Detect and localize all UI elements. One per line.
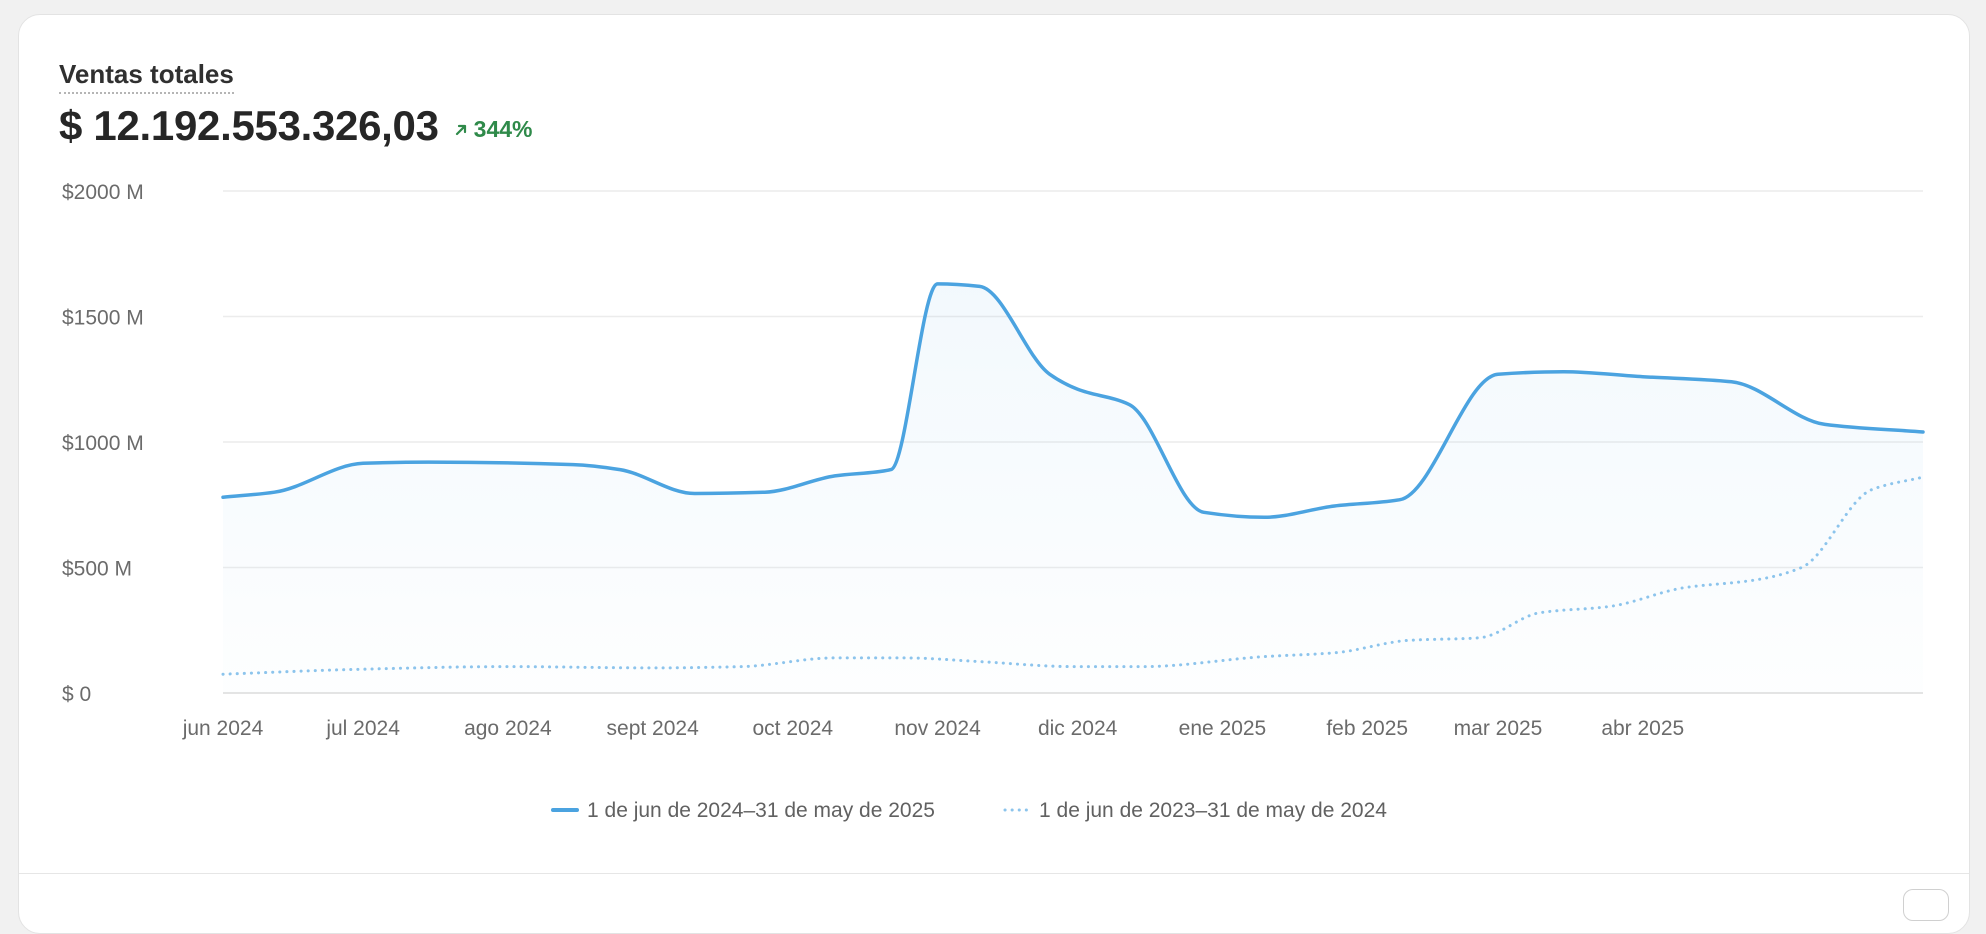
x-axis: jun 2024 jul 2024 ago 2024 sept 2024 oct 202… (182, 717, 1685, 740)
y-axis: $ 0 $500 M $1000 M $1500 M $2000 M (62, 181, 144, 706)
y-tick-label: $1500 M (62, 307, 144, 330)
x-tick-label: feb 2025 (1326, 717, 1408, 740)
y-tick-label: $ 0 (62, 683, 91, 706)
card-footer-button[interactable] (1903, 889, 1949, 921)
card-divider (19, 873, 1969, 874)
metric-row: $ 12.192.553.326,03 344% (59, 101, 533, 151)
y-tick-label: $1000 M (62, 432, 144, 455)
legend-label[interactable]: 1 de jun de 2023–31 de may de 2024 (1039, 799, 1387, 822)
metric-value: $ 12.192.553.326,03 (59, 102, 439, 149)
x-tick-label: abr 2025 (1601, 717, 1684, 740)
x-tick-label: jul 2024 (325, 717, 400, 740)
y-tick-label: $500 M (62, 558, 132, 581)
x-tick-label: nov 2024 (894, 717, 981, 740)
series-area-0 (223, 283, 1923, 693)
series-lines (221, 282, 1925, 676)
x-tick-label: jun 2024 (182, 717, 264, 740)
series-line-0[interactable] (221, 282, 1925, 520)
chart-legend: 1 de jun de 2024–31 de may de 2025 1 de j… (551, 799, 1387, 822)
y-tick-label: $2000 M (62, 181, 144, 204)
x-tick-label: mar 2025 (1454, 717, 1543, 740)
x-tick-label: ene 2025 (1179, 717, 1267, 740)
sales-line-chart: $ 0$500 M$1000 M$1500 M$2000 M jun 2024 j… (62, 181, 1925, 822)
change-badge: 344% (455, 116, 533, 143)
series-areas (223, 283, 1923, 693)
arrow-up-right-icon (455, 124, 466, 135)
x-tick-label: oct 2024 (752, 717, 833, 740)
x-tick-label: dic 2024 (1038, 717, 1118, 740)
change-percent: 344% (473, 115, 533, 142)
legend-label[interactable]: 1 de jun de 2024–31 de may de 2025 (587, 799, 935, 822)
metric-title[interactable]: Ventas totales (59, 59, 234, 94)
x-tick-label: ago 2024 (464, 717, 552, 740)
x-tick-label: sept 2024 (607, 717, 700, 740)
sales-card: Ventas totales $ 12.192.553.326,03 344% … (18, 14, 1970, 934)
series-line-1[interactable] (221, 475, 1925, 676)
